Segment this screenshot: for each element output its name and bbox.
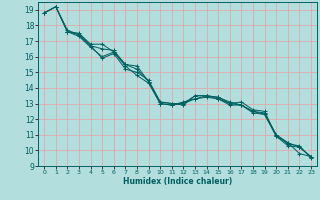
X-axis label: Humidex (Indice chaleur): Humidex (Indice chaleur)	[123, 177, 232, 186]
